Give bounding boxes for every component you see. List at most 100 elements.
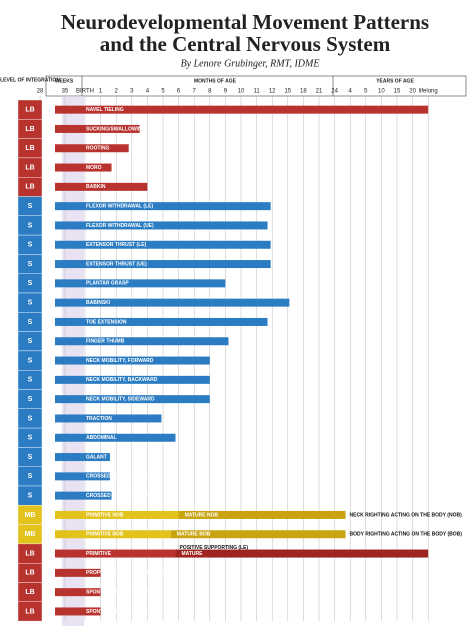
bar-label: CROSSED EXTENSION (LE) [86,474,152,480]
x-tick-label: 28 [37,89,44,95]
level-label: S [28,222,33,229]
level-label: S [28,492,33,499]
level-label: LB [25,550,34,557]
header-box [45,75,467,97]
level-label: S [28,242,33,249]
level-label: S [28,319,33,326]
months-header: MONTHS OF AGE [194,78,237,84]
x-tick-label: BIRTH [76,89,94,95]
bar-label: TRACTION [86,416,112,422]
bar [55,414,162,423]
bar-label: PLANTAR GRASP [86,281,129,287]
bar-label: PRIMITIVE BOB [86,532,124,538]
bar-label: EXTENSOR THRUST (UE) [86,261,147,267]
chart-title: and the Central Nervous System [100,32,391,56]
x-tick-label: 5 [364,89,368,95]
bar [55,510,179,519]
bar-label: NECK MOBILITY, BACKWARD [86,377,158,383]
bar [55,356,210,365]
level-label: S [28,473,33,480]
bar [55,375,210,384]
bar-label: MATURE [181,551,203,557]
x-tick-label: 10 [238,89,245,95]
bar [55,337,229,346]
bar-label: MATURE NOB [185,512,219,518]
level-cell [17,601,43,622]
bar [55,472,110,481]
bar [55,568,101,577]
x-tick-label: 6 [177,89,181,95]
level-label: S [28,377,33,384]
bar [55,395,210,404]
bar-label: MATURE BOB [177,532,211,538]
bar [55,105,429,114]
bar-label: SPONTANEOUS STEPPING (UE) [86,609,163,615]
x-tick-label: 7 [193,89,197,95]
level-label: S [28,203,33,210]
rows: LB NAVEL TIELING LB SUCKING/SWALLOWING LB ROO… [17,99,463,622]
x-tick-label: 11 [253,89,260,95]
x-tick-label: 4 [146,89,150,95]
level-label: S [28,261,33,268]
level-label: S [28,299,33,306]
x-tick-label: 15 [284,89,291,95]
x-tick-label: 24 [331,89,338,95]
bar-label: ROOTING [86,146,109,152]
bar [175,549,429,558]
level-label: S [28,338,33,345]
bar-label: CROSSED EXTENSION (UE) [86,493,153,499]
bar [55,182,148,191]
bar [178,510,346,519]
bar-label: EXTENSOR THRUST (LE) [86,242,147,248]
level-label: LB [25,126,34,133]
level-label: S [28,454,33,461]
level-label: LB [25,145,34,152]
bar-label: FLEXOR WITHDRAWAL (LE) [86,203,153,209]
level-label: LB [25,184,34,191]
chart-title: Neurodevelopmental Movement Patterns [61,10,429,34]
row-note: NECK RIGHTING ACTING ON THE BODY (NOB) [350,512,463,518]
bar-label: NECK MOBILITY, SIDEWARD [86,396,155,402]
bar-label: SUCKING/SWALLOWING [86,126,146,132]
bar [55,240,271,249]
subtitle: By Lenore Grubinger, RMT, IDME [181,58,320,69]
bar [55,433,176,442]
bar [55,549,176,558]
bar [55,124,140,133]
bar [55,317,268,326]
x-tick-label: 1 [99,89,103,95]
x-tick-label: 35 [62,89,69,95]
x-tick-label: 4 [349,89,353,95]
bar [55,202,271,211]
bar [55,588,101,597]
level-label: S [28,415,33,422]
bar-label: PROPRIOCEPTIVE PLACING (LE) [86,570,166,576]
x-tick-label: 5 [161,89,165,95]
bar-label: BABINSKI [86,300,111,306]
level-label: S [28,280,33,287]
x-tick-label: 2 [115,89,119,95]
years-header: YEARS OF AGE [376,78,414,84]
x-tick-label: 18 [300,89,307,95]
bar [55,260,271,269]
level-label: LB [25,106,34,113]
bar [55,221,268,230]
level-label: LB [25,570,34,577]
bar [55,144,129,153]
level-label: LB [25,608,34,615]
weeks-header: WEEKS [55,78,74,84]
bar-label: MORO [86,165,102,171]
x-tick-label: 20 [409,89,416,95]
bar [55,607,101,616]
bar-label: FINGER THUMB [86,339,125,345]
bar-label: SPONTANEOUS STEPPING (LE) [86,589,162,595]
bar-label: FLEXOR WITHDRAWAL (UE) [86,223,154,229]
bar [55,491,112,500]
x-tick-label: 12 [269,89,276,95]
level-label: S [28,357,33,364]
bar [55,298,290,307]
bar-label: PRIMITIVE NOB [86,512,124,518]
level-label: MB [25,512,36,519]
bar-label: GALANT [86,454,107,460]
